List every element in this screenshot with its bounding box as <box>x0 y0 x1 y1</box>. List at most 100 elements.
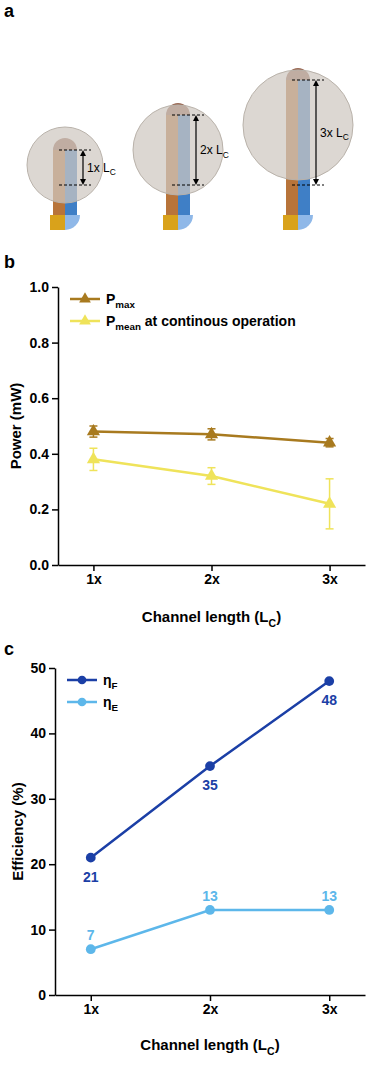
subscript: mean <box>115 321 141 332</box>
tick-mark <box>52 398 58 400</box>
tick-label: 0.0 <box>30 557 50 573</box>
length-arrow <box>82 152 83 183</box>
device: 3x LC <box>243 68 353 230</box>
data-label: 13 <box>202 888 218 904</box>
series-line <box>93 459 329 503</box>
length-label: 1x LC <box>87 161 116 178</box>
dashed-guide <box>292 185 324 186</box>
tick-label: 40 <box>30 725 46 741</box>
tick-mark <box>49 929 55 931</box>
dashed-guide <box>59 185 91 186</box>
text-part: ) <box>276 608 281 625</box>
x-tick: 2x <box>203 995 219 1017</box>
data-point <box>324 676 334 686</box>
data-point <box>205 427 218 438</box>
tick-mark <box>49 864 55 866</box>
sample-pad <box>243 70 353 180</box>
legend: PmaxPmean at continous operation <box>70 291 296 332</box>
y-axis-title: Power (mW) <box>7 383 24 470</box>
panel-letter: c <box>4 639 14 659</box>
device: 2x LC <box>133 103 229 230</box>
y-tick: 20 <box>30 856 55 872</box>
chart-panel: b 0.0 0.2 0.4 0.6 0.8 1.0 1x 2x 3x Channel length … <box>4 252 366 629</box>
error-bar-cap <box>89 436 97 438</box>
tick-label: 20 <box>30 856 46 872</box>
data-label: 7 <box>87 927 95 943</box>
y-tick: 1.0 <box>30 279 58 295</box>
text-part: at continous operation <box>141 313 296 329</box>
x-tick: 3x <box>322 565 338 587</box>
electrode-right <box>65 215 80 230</box>
y-axis-title: Efficiency (%) <box>9 782 26 880</box>
series-line <box>91 681 329 858</box>
legend-item: Pmean at continous operation <box>70 313 296 332</box>
tick-mark <box>52 509 58 511</box>
tick-mark <box>49 733 55 735</box>
text-part: Channel length (L <box>142 608 269 625</box>
panel-letter: a <box>4 1 15 21</box>
length-arrow <box>195 117 196 183</box>
figure: a1x LC2x LC3x LCb0.00.20.40.60.81.01x2x3… <box>0 0 379 1069</box>
tick-label: 0.2 <box>30 501 50 517</box>
arrow-head <box>313 179 319 185</box>
legend-marker <box>79 314 91 324</box>
legend-label: ηF <box>103 672 118 691</box>
tick-mark <box>52 342 58 344</box>
tick-label: 0.8 <box>30 335 50 351</box>
length-arrow <box>315 82 316 183</box>
data-point <box>205 468 218 479</box>
length-label: 2x LC <box>200 143 229 160</box>
x-axis-title: Channel length (LC) <box>140 1036 279 1057</box>
x-axis-title: Channel length (LC) <box>142 608 281 629</box>
electrode-right <box>298 215 313 230</box>
plot-area <box>87 424 336 529</box>
subscript: max <box>115 299 135 310</box>
y-tick: 50 <box>30 660 55 676</box>
text-part: P <box>106 313 115 329</box>
text-part: 3x L <box>320 126 343 140</box>
arrow-head <box>193 115 199 121</box>
error-bar-cap <box>208 484 216 486</box>
dashed-guide <box>59 150 91 151</box>
subscript: C <box>223 150 229 160</box>
schematic-panel: a1x LC2x LC3x LC <box>4 1 353 230</box>
y-axis: 0.0 0.2 0.4 0.6 0.8 1.0 <box>30 279 59 573</box>
data-point <box>87 452 100 463</box>
panel-letter: b <box>4 252 15 272</box>
text-part: 2x L <box>200 143 223 157</box>
dashed-guide <box>172 115 204 116</box>
text-part: Channel length (L <box>140 1036 267 1053</box>
tick-label: 1x <box>83 1001 99 1017</box>
x-tick: 1x <box>83 995 99 1017</box>
error-bar-cap <box>326 478 334 480</box>
error-bar-cap <box>89 447 97 449</box>
text-part: η <box>103 672 112 688</box>
data-labels: 21354871313 <box>83 692 337 943</box>
tick-label: 1x <box>86 571 102 587</box>
series-line <box>91 910 329 949</box>
y-tick: 0.8 <box>30 335 58 351</box>
tick-label: 0.4 <box>30 446 50 462</box>
legend-item: ηF <box>67 672 118 691</box>
arrow-head <box>80 179 86 185</box>
chart-panel: c010203040501x2x3xChannel length (LC)Eff… <box>4 639 366 1057</box>
sample-pad <box>133 105 223 195</box>
data-point <box>323 496 336 507</box>
tick-label: 30 <box>30 791 46 807</box>
tick-label: 50 <box>30 660 46 676</box>
tick-label: 0.6 <box>30 390 50 406</box>
text-part: P <box>106 291 115 307</box>
tick-label: 3x <box>322 571 338 587</box>
y-tick: 0 <box>38 987 55 1003</box>
legend: ηFηE <box>67 672 119 713</box>
subscript: C <box>110 167 116 177</box>
y-tick: 40 <box>30 725 55 741</box>
tick-mark <box>52 454 58 456</box>
tick-label: 2x <box>204 571 220 587</box>
electrode-left <box>163 215 178 230</box>
length-label: 3x LC <box>320 126 349 143</box>
tick-mark <box>49 799 55 801</box>
data-point <box>323 435 336 446</box>
legend-item: Pmax <box>70 291 136 310</box>
data-point <box>86 944 96 954</box>
